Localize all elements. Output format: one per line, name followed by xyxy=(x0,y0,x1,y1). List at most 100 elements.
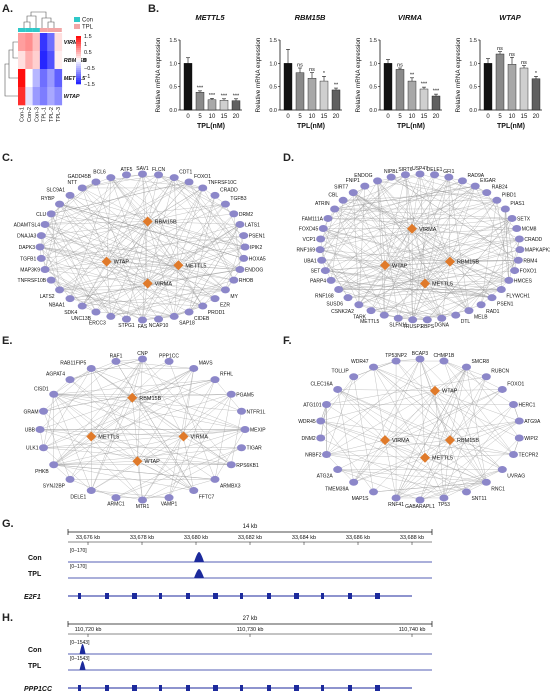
edge xyxy=(353,192,360,305)
edge xyxy=(174,224,241,317)
hub-node xyxy=(101,256,112,267)
edge xyxy=(59,203,179,266)
edge xyxy=(448,176,517,229)
edge xyxy=(51,213,60,290)
gene-node xyxy=(198,184,208,192)
gene-node xyxy=(391,494,401,502)
gene-node xyxy=(49,390,59,398)
scale-step xyxy=(76,72,81,75)
edge xyxy=(320,200,497,240)
edge xyxy=(178,204,226,266)
gene-node-label: SIRT7 xyxy=(334,185,348,191)
scale-step xyxy=(76,60,81,63)
gene-exon xyxy=(375,593,380,599)
edge xyxy=(188,181,234,281)
edge xyxy=(373,366,503,470)
gene-node-label: FFTC7 xyxy=(199,495,215,501)
gene-node-label: ENDOG xyxy=(354,173,372,179)
gene-node-label: CRADD xyxy=(524,237,542,243)
edge xyxy=(443,376,487,499)
edge xyxy=(419,173,451,262)
edge xyxy=(59,261,107,291)
gene-node xyxy=(326,276,336,284)
gene-node xyxy=(439,357,449,365)
edge xyxy=(137,461,232,465)
edge xyxy=(377,180,413,229)
edge xyxy=(466,366,520,439)
track-range: [0–1543] xyxy=(70,640,90,646)
gene-node xyxy=(444,173,454,181)
scale-label: 14 kb xyxy=(243,524,258,530)
gene-node-label: PSEN1 xyxy=(497,302,514,308)
edge xyxy=(448,177,451,262)
edge xyxy=(358,261,451,305)
gene-node xyxy=(481,478,491,486)
edge xyxy=(337,389,354,483)
edge xyxy=(321,186,365,261)
gene-node-label: ARMC1 xyxy=(107,502,125,508)
edge xyxy=(115,361,194,369)
gene-exon xyxy=(132,593,137,599)
bar xyxy=(331,89,341,111)
edge xyxy=(178,265,203,307)
edge xyxy=(53,379,216,465)
chart-title: METTL5 xyxy=(195,13,225,22)
gene-exon xyxy=(321,593,324,599)
significance-label: * xyxy=(323,71,326,77)
edge xyxy=(147,269,241,284)
edge xyxy=(411,173,421,229)
scale-step xyxy=(76,36,81,39)
x-tick-label: 15 xyxy=(321,114,328,120)
gene-node-label: GABARAPL1 xyxy=(405,504,435,510)
edge xyxy=(353,390,436,483)
edge xyxy=(174,177,234,214)
edge xyxy=(424,177,449,284)
edge xyxy=(334,208,413,229)
edge xyxy=(53,394,184,437)
significance-label: * xyxy=(535,71,538,77)
y-tick-label: 0.5 xyxy=(469,85,477,91)
edge xyxy=(132,394,232,398)
edge xyxy=(70,298,203,307)
edge xyxy=(320,376,354,422)
edge xyxy=(82,261,107,307)
edge xyxy=(424,260,519,284)
gene-node-label: MAP1S xyxy=(352,496,370,502)
edge xyxy=(320,249,493,298)
bar-chart-rbm15b: RBM15B Relative mRNA expression 0.0 0.5 1.0 1… xyxy=(255,13,342,130)
gene-node-label: TP53NP2 xyxy=(385,353,407,359)
scale-step xyxy=(76,54,81,57)
edge xyxy=(214,394,232,480)
hub-node-label: VIRMA xyxy=(191,435,209,441)
heatmap-row-label: RBM15B xyxy=(64,58,87,64)
edge xyxy=(132,397,194,491)
edge xyxy=(411,228,413,320)
gene-node-label: PSEN1 xyxy=(249,234,266,240)
gene-node-label: FOXO1 xyxy=(520,269,537,275)
edge xyxy=(91,368,232,465)
hub-node xyxy=(407,223,417,234)
edge xyxy=(147,224,241,284)
hub-node-label: WTAP xyxy=(114,260,130,266)
gene-node xyxy=(330,205,340,213)
edge xyxy=(405,174,413,320)
edge xyxy=(91,368,194,437)
gene-node xyxy=(320,267,330,275)
gene-node xyxy=(451,311,461,319)
edge xyxy=(326,439,386,455)
edge xyxy=(39,246,107,262)
edge xyxy=(41,235,190,313)
scale-step xyxy=(76,42,81,45)
gene-node-label: ARMBX3 xyxy=(220,483,241,489)
edge xyxy=(147,187,203,284)
gene-exon xyxy=(294,593,299,599)
edge xyxy=(147,203,226,284)
edge xyxy=(147,283,203,307)
gene-exon xyxy=(375,685,380,691)
edge xyxy=(39,429,138,462)
gene-node xyxy=(315,246,325,254)
gene-node-label: SAV1 xyxy=(136,166,149,172)
edge xyxy=(325,270,502,290)
edge xyxy=(53,464,194,491)
edge xyxy=(424,200,497,284)
